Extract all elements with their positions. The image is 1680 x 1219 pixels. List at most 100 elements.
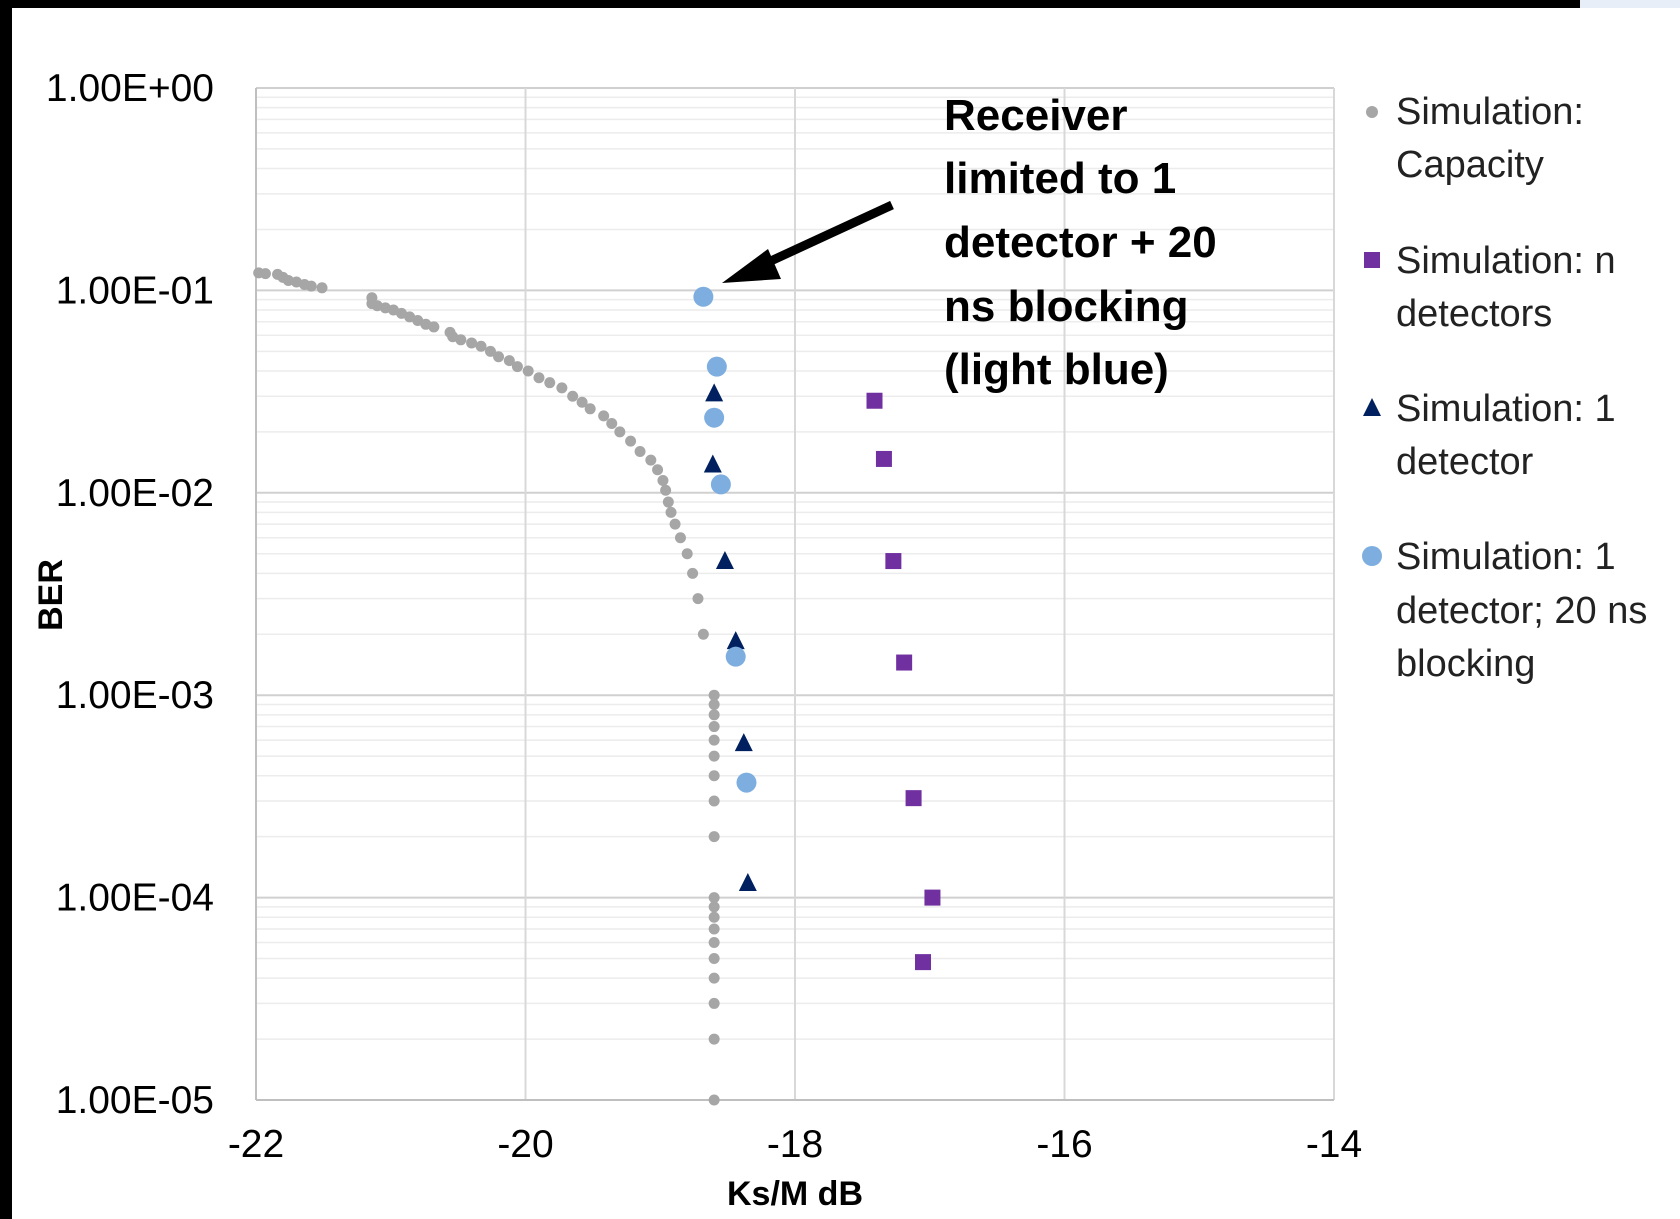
blocking-point	[710, 474, 731, 495]
blocking-point	[706, 356, 727, 377]
n-detectors-point	[885, 553, 902, 570]
capacity-point	[697, 628, 709, 640]
capacity-point	[567, 390, 579, 402]
y-tick-label: 1.00E-02	[56, 472, 214, 515]
capacity-point	[316, 282, 328, 294]
plot-axes	[255, 88, 1334, 1101]
capacity-point	[669, 518, 681, 530]
legend-label-1-detector-1: Simulation: 1	[1396, 388, 1616, 430]
x-tick-label: -16	[1036, 1123, 1092, 1166]
annotation: Receiver limited to 1 detector + 20 ns b…	[722, 91, 1217, 394]
capacity-point	[493, 351, 505, 363]
capacity-point	[584, 403, 596, 415]
capacity-point	[522, 365, 534, 377]
capacity-point	[645, 454, 657, 466]
capacity-point	[708, 750, 720, 762]
y-tick-label: 1.00E-04	[56, 877, 214, 920]
blocking-point	[725, 646, 746, 667]
capacity-point	[708, 953, 720, 965]
capacity-point	[708, 972, 720, 984]
series-2	[866, 392, 941, 971]
one-detector-point	[715, 551, 734, 570]
series-4	[693, 286, 757, 793]
capacity-point	[455, 334, 467, 346]
series-1	[253, 267, 720, 1106]
y-axis-title: BER	[32, 559, 70, 631]
capacity-point	[708, 911, 720, 923]
capacity-point	[674, 532, 686, 544]
y-tick-label: 1.00E-03	[56, 674, 214, 717]
n-detectors-point	[896, 654, 913, 671]
legend-label-n-detectors-1: Simulation: n	[1396, 240, 1616, 282]
chart-frame	[12, 8, 1680, 1219]
capacity-point	[259, 268, 271, 280]
capacity-point	[428, 321, 440, 333]
capacity-point	[708, 795, 720, 807]
legend-label-n-detectors-2: detectors	[1396, 293, 1552, 335]
legend-label-blocking-2: detector; 20 ns	[1396, 590, 1647, 632]
legend-label-capacity-1: Simulation:	[1396, 91, 1584, 133]
legend-marker-blocking	[1362, 546, 1382, 566]
capacity-point	[662, 496, 674, 508]
legend-label-blocking-1: Simulation: 1	[1396, 536, 1616, 578]
capacity-point	[708, 892, 720, 904]
annotation-line-4: ns blocking	[944, 282, 1188, 331]
capacity-point	[598, 410, 610, 422]
capacity-point	[576, 396, 588, 408]
x-tick-label: -18	[767, 1123, 823, 1166]
tick-labels: 1.00E+00 1.00E-01 1.00E-02 1.00E-03 1.00E-04…	[46, 67, 1362, 1166]
capacity-point	[708, 1033, 720, 1045]
capacity-point	[681, 548, 693, 560]
one-detector-point	[738, 873, 757, 892]
x-tick-label: -22	[228, 1123, 284, 1166]
capacity-point	[606, 417, 618, 429]
annotation-line-3: detector + 20	[944, 218, 1217, 267]
capacity-point	[708, 698, 720, 710]
capacity-point	[544, 377, 556, 389]
legend-label-blocking-3: blocking	[1396, 643, 1535, 685]
legend-marker-capacity	[1366, 106, 1378, 118]
n-detectors-point	[915, 954, 932, 971]
capacity-point	[708, 721, 720, 733]
capacity-point	[708, 709, 720, 721]
capacity-point	[708, 831, 720, 843]
capacity-point	[511, 361, 523, 373]
capacity-point	[625, 435, 637, 447]
annotation-line-1: Receiver	[944, 91, 1127, 140]
legend-label-capacity-2: Capacity	[1396, 144, 1544, 186]
capacity-point	[692, 593, 704, 605]
one-detector-point	[705, 383, 724, 402]
capacity-point	[614, 426, 626, 438]
capacity-point	[634, 445, 646, 457]
x-tick-label: -14	[1306, 1123, 1362, 1166]
legend-marker-1-detector	[1363, 398, 1381, 416]
capacity-point	[533, 372, 545, 384]
y-tick-label: 1.00E-05	[56, 1079, 214, 1122]
one-detector-point	[734, 733, 753, 752]
one-detector-point	[726, 631, 745, 650]
capacity-point	[708, 923, 720, 935]
capacity-point	[475, 340, 487, 352]
capacity-point	[708, 1094, 720, 1106]
capacity-point	[484, 345, 496, 357]
annotation-line-5: (light blue)	[944, 345, 1169, 394]
capacity-point	[665, 506, 677, 518]
y-tick-label: 1.00E-01	[56, 269, 214, 312]
capacity-point	[687, 567, 699, 579]
data-points	[253, 267, 941, 1106]
capacity-point	[708, 734, 720, 746]
n-detectors-point	[905, 790, 922, 807]
capacity-point	[660, 484, 672, 496]
legend-label-1-detector-2: detector	[1396, 441, 1534, 483]
annotation-arrow-head	[722, 249, 781, 283]
capacity-point	[708, 997, 720, 1009]
capacity-point	[657, 475, 669, 487]
annotation-arrow-shaft	[758, 200, 894, 271]
capacity-point	[556, 382, 568, 394]
legend: Simulation: Capacity Simulation: n detec…	[1362, 91, 1647, 685]
blocking-point	[736, 772, 757, 793]
x-tick-label: -20	[497, 1123, 553, 1166]
capacity-point	[305, 280, 317, 292]
blocking-point	[693, 286, 714, 307]
